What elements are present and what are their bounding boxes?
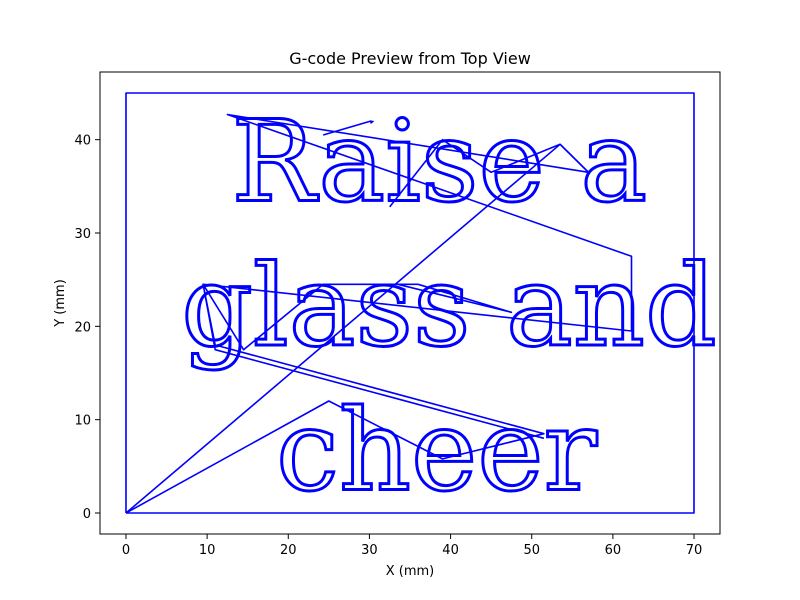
x-tick-label: 30 bbox=[361, 543, 378, 558]
toolpath-series-2 bbox=[125, 283, 545, 514]
toolpath-text-0: Raise a bbox=[232, 97, 648, 227]
y-axis-label: Y (mm) bbox=[53, 279, 68, 328]
x-tick-label: 50 bbox=[523, 543, 540, 558]
plot-frame bbox=[99, 71, 721, 535]
toolpath-text-2: cheer bbox=[276, 387, 597, 517]
y-tick-label: 30 bbox=[74, 227, 91, 242]
x-tick-label: 40 bbox=[442, 543, 459, 558]
toolpath-text-1: glass and bbox=[181, 242, 716, 372]
x-tick-label: 10 bbox=[199, 543, 216, 558]
x-tick-label: 60 bbox=[605, 543, 622, 558]
y-axis: 0 10 20 30 40 bbox=[74, 134, 100, 522]
y-tick-label: 0 bbox=[83, 507, 91, 522]
plot-area: Raise a glass and cheer bbox=[125, 92, 718, 518]
y-tick-label: 20 bbox=[74, 320, 91, 335]
x-axis: 0 10 20 30 40 50 60 70 bbox=[122, 534, 702, 558]
x-axis-label: X (mm) bbox=[386, 564, 435, 579]
y-tick-label: 40 bbox=[74, 134, 91, 149]
toolpath-series-4 bbox=[322, 120, 374, 136]
toolpath-series-0 bbox=[125, 92, 695, 514]
chart-title: G-code Preview from Top View bbox=[289, 49, 531, 68]
x-tick-label: 0 bbox=[122, 543, 130, 558]
toolpath-series-3 bbox=[389, 138, 590, 208]
x-tick-label: 70 bbox=[686, 543, 703, 558]
x-tick-label: 20 bbox=[280, 543, 297, 558]
y-tick-label: 10 bbox=[74, 414, 91, 429]
